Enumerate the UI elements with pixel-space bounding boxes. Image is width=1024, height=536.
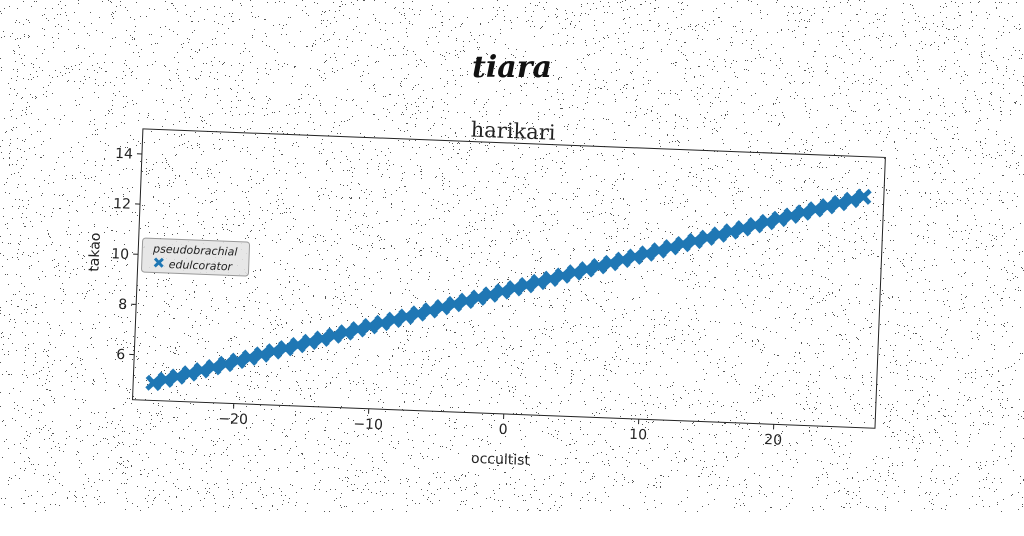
- x-axis-label: occultist: [471, 451, 531, 469]
- x-tick-label: 10: [629, 427, 647, 444]
- y-tick-label: 8: [118, 297, 128, 313]
- x-tick-label: −10: [353, 416, 383, 433]
- x-axis-ticks: −20 −10 0 10 20: [218, 403, 783, 449]
- legend-entry-label: edulcorator: [168, 258, 233, 273]
- series-layer: [145, 161, 872, 418]
- y-tick-label: 14: [115, 146, 134, 163]
- x-tick-label: −20: [218, 411, 248, 428]
- axes-frame: [133, 129, 886, 428]
- y-tick-label: 6: [116, 347, 126, 363]
- series-line: [153, 170, 863, 410]
- y-axis-ticks: 6 8 10 12 14: [107, 146, 142, 364]
- legend: pseudobrachial edulcorator: [141, 238, 249, 276]
- y-tick-label: 10: [111, 246, 129, 263]
- y-tick-label: 12: [113, 196, 131, 213]
- chart-title: harikari: [470, 117, 556, 144]
- x-tick-label: 0: [498, 422, 508, 438]
- y-axis-label: takao: [86, 232, 103, 272]
- x-tick-label: 20: [764, 432, 782, 449]
